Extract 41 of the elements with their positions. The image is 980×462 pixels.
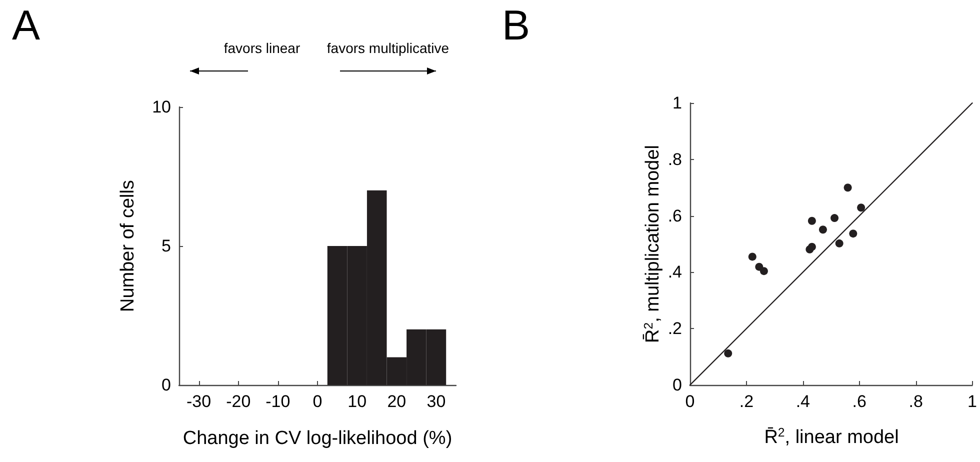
point <box>857 204 866 212</box>
x-tick-label: .4 <box>796 392 810 411</box>
x-tick-label: -20 <box>226 392 251 411</box>
x-tick-label: .2 <box>739 392 754 411</box>
x-tick-label: -10 <box>266 392 290 411</box>
point <box>849 230 858 238</box>
x-axis-title: Change in CV log-likelihood (%) <box>182 428 452 449</box>
point <box>755 262 764 271</box>
y-tick-label: .8 <box>668 150 682 169</box>
x-tick-label: .6 <box>852 392 866 411</box>
x-tick-label: 0 <box>312 392 322 411</box>
point <box>835 239 844 248</box>
text: favors multiplicative <box>326 40 450 56</box>
point <box>760 267 768 276</box>
point <box>844 184 852 192</box>
point <box>808 216 816 225</box>
point <box>808 242 816 251</box>
x-tick-label: 20 <box>387 392 406 411</box>
y-tick-label: 5 <box>162 236 171 256</box>
y-tick-label: 1 <box>672 94 682 112</box>
x-tick-label: -30 <box>186 392 212 411</box>
text: favors linear <box>224 40 300 56</box>
point <box>830 214 839 222</box>
point <box>748 252 756 261</box>
y-tick-label: .6 <box>668 206 682 226</box>
y-tick-label: .2 <box>668 319 682 338</box>
point <box>724 349 732 358</box>
chart-title: A <box>12 2 40 48</box>
y-tick-label: 10 <box>152 98 171 116</box>
x-tick-label: 10 <box>348 392 367 411</box>
x-tick-label: 0 <box>685 392 695 411</box>
x-tick-label: .8 <box>908 392 923 411</box>
x-tick-label: 1 <box>968 392 978 411</box>
point <box>818 226 827 234</box>
y-tick-label: 0 <box>672 376 682 394</box>
x-tick-label: 30 <box>426 392 446 411</box>
y-axis-title: Number of cells <box>118 180 138 312</box>
y-tick-label: .4 <box>668 262 682 282</box>
chart-title: B <box>502 2 530 48</box>
y-tick-label: 0 <box>162 376 171 394</box>
y-axis-title: R̄2, multiplication model <box>641 144 664 344</box>
